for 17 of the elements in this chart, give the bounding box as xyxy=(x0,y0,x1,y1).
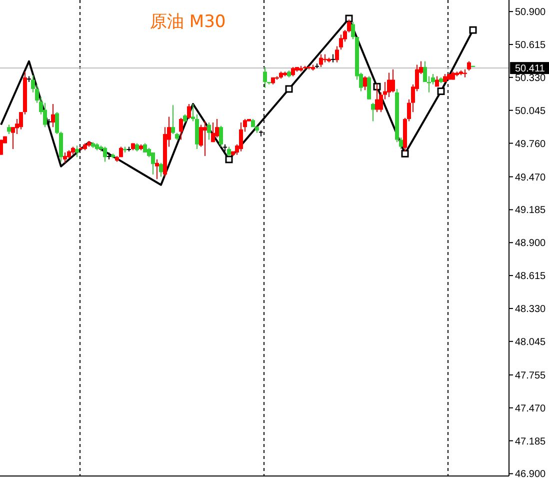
y-tick-label: 49.470 xyxy=(515,172,546,184)
y-tick-label: 49.760 xyxy=(515,138,546,150)
y-tick-label: 48.900 xyxy=(515,238,546,250)
y-tick-label: 50.900 xyxy=(515,7,546,18)
y-tick-label: 50.615 xyxy=(515,40,546,51)
y-tick-label: 49.185 xyxy=(515,205,546,216)
y-tick-label: 50.330 xyxy=(515,72,546,84)
y-tick-label: 48.330 xyxy=(515,304,546,315)
ref-line-label: 50.411 xyxy=(515,64,546,75)
y-tick-label: 47.470 xyxy=(515,403,546,414)
y-tick-label: 48.045 xyxy=(515,336,546,348)
y-tick-label: 47.185 xyxy=(515,436,546,448)
text: 原油 M30 xyxy=(150,12,226,32)
y-tick-label: 48.615 xyxy=(515,271,546,282)
y-tick-label: 47.755 xyxy=(515,370,546,382)
y-tick-label: 50.045 xyxy=(515,106,546,117)
y-tick-label: 46.900 xyxy=(515,469,546,478)
